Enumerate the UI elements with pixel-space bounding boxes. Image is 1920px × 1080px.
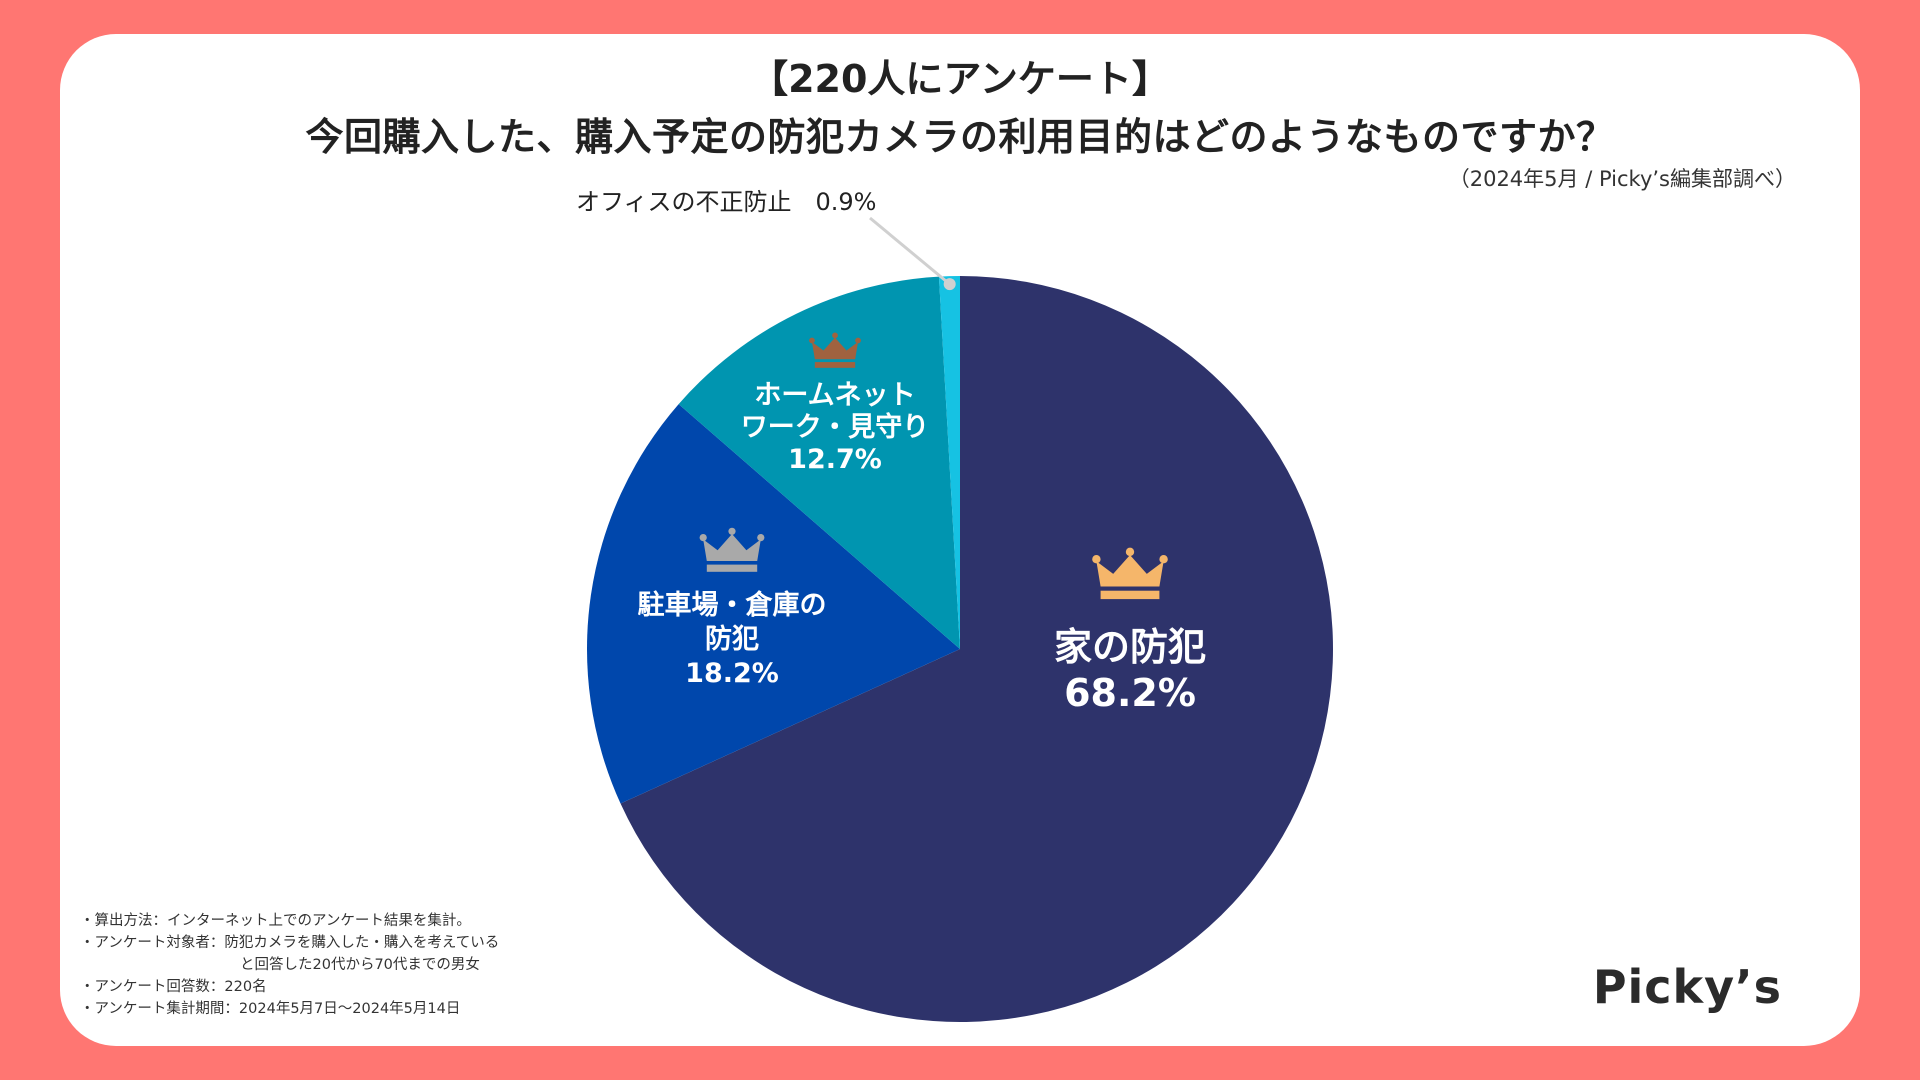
pie-slice-2 (587, 404, 960, 804)
slice-label-2: 駐車場・倉庫の防犯 (638, 589, 827, 655)
footnotes: ・算出方法：インターネット上でのアンケート結果を集計。 ・アンケート対象者：防犯… (80, 910, 499, 1020)
slice-value-2: 18.2% (685, 658, 779, 689)
crown-icon-rank-2 (699, 527, 765, 572)
callout-dot (943, 278, 956, 291)
survey-label: 【220人にアンケート】 (750, 57, 1170, 101)
pie-slice-4 (938, 276, 960, 649)
slice-value-3: 12.7% (788, 444, 882, 475)
pie-slice-3 (678, 276, 960, 649)
callout-label: オフィスの不正防止 0.9% (576, 188, 877, 216)
picky-logo: Picky’s (1592, 960, 1782, 1014)
pie-slice-1 (620, 276, 1334, 1023)
footnote-count: ・アンケート回答数：220名 (80, 979, 267, 995)
source-note: （2024年5月 / Picky’s編集部調べ） (1448, 167, 1796, 191)
crown-icon-rank-1 (1092, 547, 1168, 600)
slice-label-3: ホームネットワーク・見守り (741, 380, 929, 443)
slice-label-1: 家の防犯 (1054, 625, 1206, 669)
footnote-method: ・算出方法：インターネット上でのアンケート結果を集計。 (80, 913, 471, 929)
footnote-target: ・アンケート対象者：防犯カメラを購入した・購入を考えている (80, 935, 500, 951)
chart-title: 今回購入した、購入予定の防犯カメラの利用目的はどのようなものですか？ (305, 115, 1615, 159)
callout-leader-line (869, 216, 951, 286)
footnote-target-cont: と回答した20代から70代までの男女 (240, 957, 480, 973)
footnote-period: ・アンケート集計期間：2024年5月7日〜2024年5月14日 (80, 1001, 461, 1017)
slice-value-1: 68.2% (1064, 671, 1196, 715)
crown-icon-rank-3 (809, 332, 861, 368)
